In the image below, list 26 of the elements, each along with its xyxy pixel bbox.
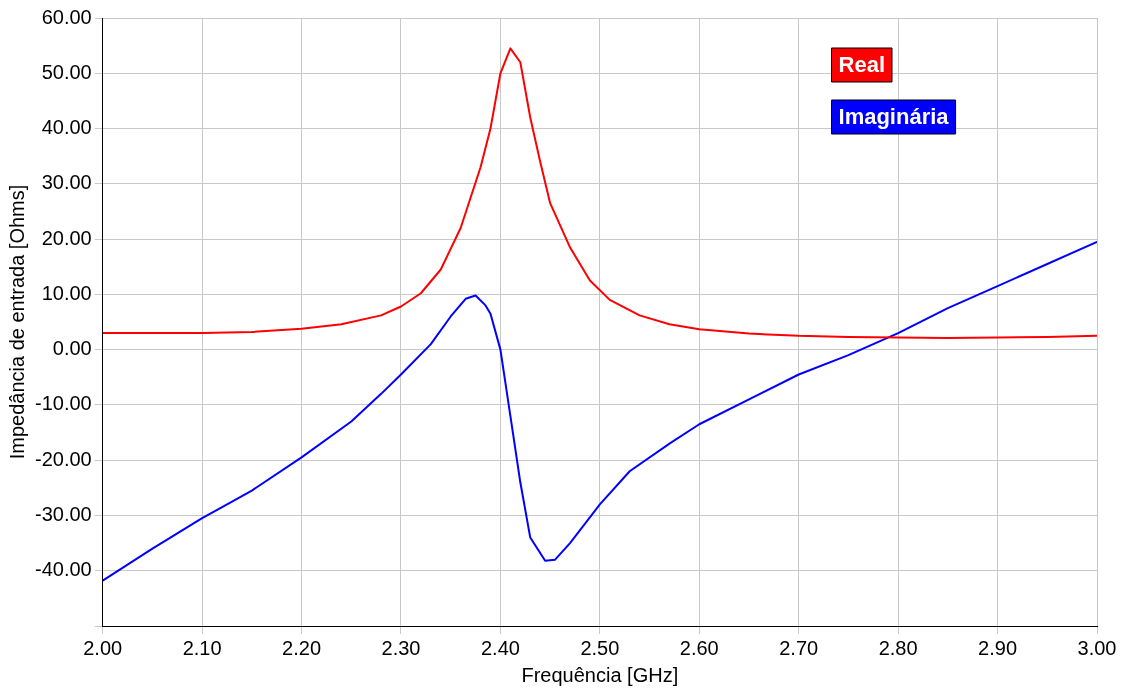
x-tick-label: 2.60 — [679, 636, 719, 659]
x-tick-label: 2.80 — [878, 636, 918, 659]
text: Imaginária — [838, 104, 950, 130]
y-tick-label: -30.00 — [34, 502, 92, 525]
x-tick-label: 2.20 — [282, 636, 322, 659]
x-tick-label: 2.30 — [381, 636, 421, 659]
x-tick-label: 3.00 — [1077, 636, 1117, 659]
y-tick-label: 60.00 — [41, 5, 92, 28]
x-tick-label: 2.10 — [182, 636, 222, 659]
y-tick-label: 0.00 — [52, 337, 92, 360]
y-axis-title: Impedância de entrada [Ohms] — [5, 184, 28, 460]
text: Real — [838, 52, 886, 78]
y-tick-label: -40.00 — [34, 558, 92, 581]
y-tick-label: 20.00 — [41, 226, 92, 249]
y-tick-label: 30.00 — [41, 171, 92, 194]
x-tick-label: 2.90 — [978, 636, 1018, 659]
x-tick-label: 2.00 — [83, 636, 123, 659]
y-tick-label: -10.00 — [34, 392, 92, 415]
y-tick-label: 10.00 — [41, 281, 92, 304]
x-tick-label: 2.50 — [580, 636, 620, 659]
x-tick-label: 2.40 — [480, 636, 520, 659]
y-tick-label: 40.00 — [41, 116, 92, 139]
y-tick-label: -20.00 — [34, 447, 92, 470]
x-tick-label: 2.70 — [779, 636, 819, 659]
x-axis-title: Frequência [GHz] — [521, 663, 679, 686]
y-tick-label: 50.00 — [41, 60, 92, 83]
